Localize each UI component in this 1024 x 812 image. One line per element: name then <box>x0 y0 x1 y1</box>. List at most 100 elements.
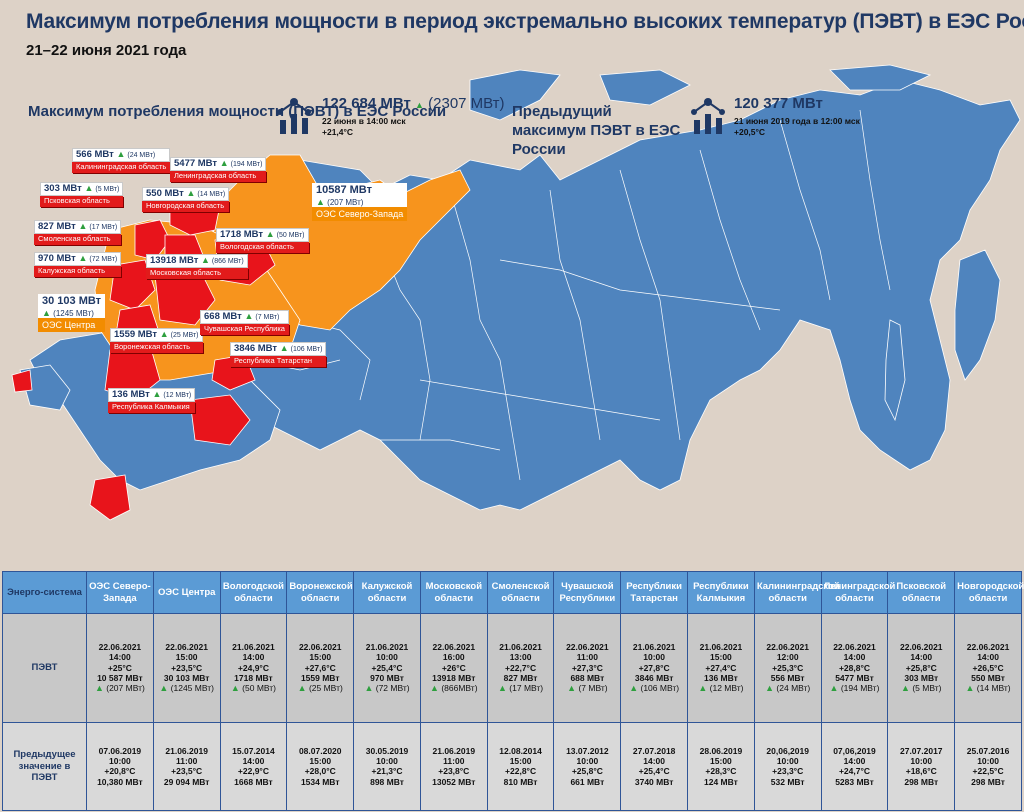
cell-increase-row: ▲ (866МВт) <box>423 683 485 694</box>
oes-name: ОЭС Северо-Запада <box>312 207 408 221</box>
current-max-temp: +21,4°C <box>322 127 354 138</box>
cell-time: 14:00 <box>843 756 866 767</box>
page-subtitle: 21–22 июня 2021 года <box>26 42 187 59</box>
cell-temp: +28,8°C <box>838 662 870 673</box>
table-column-header: Смоленской области <box>486 571 555 614</box>
cell-temp: +25,3°C <box>772 662 804 673</box>
novaya-zemlya <box>469 69 561 121</box>
map-label-tatarstan: 3846 МВт ▲ (106 МВт) Республика Татарстан <box>230 342 327 367</box>
region-value: 1718 МВт <box>220 229 264 240</box>
up-arrow-icon: ▲ <box>94 682 104 693</box>
region-increase: (5 МВт) <box>95 186 120 193</box>
up-arrow-icon: ▲ <box>965 682 975 693</box>
table-column-header: ОЭС Северо-Запада <box>86 571 154 614</box>
up-arrow-icon: ▲ <box>84 183 94 193</box>
up-arrow-icon: ▲ <box>430 682 439 693</box>
table-column-header: Московской области <box>419 571 488 614</box>
current-max-label: Максимум потребления мощности (ПЭВТ) в Е… <box>28 103 447 120</box>
cell-temp: +22,5°C <box>972 766 1004 777</box>
caucasus <box>19 364 71 411</box>
region-name: Ленинградская область <box>170 171 267 182</box>
region-boundaries <box>249 109 891 481</box>
cell-increase-row: ▲ (14 МВт) <box>957 683 1019 694</box>
cell-value: 124 МВт <box>704 776 738 787</box>
cell-date: 21.06.2021 <box>632 642 676 653</box>
cell-time: 14:00 <box>977 652 999 663</box>
cell-value: 556 МВт <box>770 672 805 683</box>
up-arrow-icon: ▲ <box>829 682 839 693</box>
oes-increase: (207 МВт) <box>327 198 364 207</box>
cell-temp: +25,8°C <box>905 662 937 673</box>
cell-date: 21.06.2019 <box>165 746 208 757</box>
cell-increase: (17 МВт) <box>509 682 544 693</box>
cell-value: 688 МВт <box>570 672 605 683</box>
cell-increase-row: ▲ (207 МВт) <box>89 683 151 694</box>
table-cell: 20,06,2019 10:00 +23,3°C 532 МВт <box>753 721 822 812</box>
cell-value: 5477 МВт <box>835 672 874 683</box>
cell-value: 10 587 МВт <box>97 672 143 683</box>
cell-date: 13.07.2012 <box>566 746 609 757</box>
up-arrow-icon: ▲ <box>219 158 229 168</box>
table-cell: 25.07.2016 10:00 +22,5°C 298 МВт <box>954 721 1022 812</box>
cell-temp: +22,7°C <box>505 662 537 673</box>
cell-time: 10:00 <box>643 652 666 663</box>
up-arrow-icon: ▲ <box>629 682 639 693</box>
up-arrow-icon: ▲ <box>42 308 51 318</box>
cell-value: 3740 МВт <box>634 776 674 787</box>
cell-temp: +26,5°C <box>972 662 1004 673</box>
current-max-datetime: 22 июня в 14:00 мск <box>322 116 406 126</box>
region-value: 970 МВт <box>38 253 76 264</box>
map-label-pskov: 303 МВт ▲ (5 МВт) Псковская область <box>40 182 124 207</box>
cell-date: 21.06.2021 <box>499 642 542 653</box>
cell-value: 1718 МВт <box>234 672 273 683</box>
cell-time: 10:00 <box>376 756 398 767</box>
cell-date: 22.06.2021 <box>766 642 809 653</box>
cell-temp: +27,8°C <box>638 662 670 673</box>
table-cell: 22.06.2021 14:00 +25°C 10 587 МВт ▲ (207 МВт… <box>86 613 154 723</box>
table-cell: 21.06.2021 10:00 +25,4°C 970 МВт ▲ (72 МВт) <box>353 613 421 723</box>
region-value: 668 МВт <box>204 311 242 322</box>
cell-date: 22.06.2021 <box>833 642 876 653</box>
cell-time: 13:00 <box>509 652 532 663</box>
cell-value: 298 МВт <box>904 776 939 787</box>
chukotka <box>829 64 932 91</box>
cell-date: 21.06.2021 <box>365 642 409 653</box>
region-name: Калининградская область <box>72 162 171 173</box>
region-value: 550 МВт <box>146 188 184 199</box>
map-label-chuvash: 668 МВт ▲ (7 МВт) Чувашская Республика <box>200 310 289 335</box>
cell-time: 14:00 <box>242 756 265 767</box>
cell-increase: (7 МВт) <box>578 682 608 693</box>
cell-date: 30.05.2019 <box>365 746 409 757</box>
region-increase: (24 МВт) <box>127 152 156 159</box>
region-value: 1559 МВт <box>114 329 158 340</box>
cell-date: 21.06.2021 <box>232 642 275 653</box>
previous-max-details: 21 июня 2019 года в 12:00 мск +20,5°C <box>734 116 860 139</box>
region-name: Московская область <box>146 268 248 279</box>
cell-date: 08.07.2020 <box>298 746 342 757</box>
up-arrow-icon: ▲ <box>297 682 307 693</box>
region-name: Республика Калмыкия <box>108 402 196 413</box>
map-label-oes-center: 30 103 МВт ▲ (1245 МВт) ОЭС Центра <box>38 294 106 332</box>
arctic-islands <box>599 69 691 106</box>
cell-value: 13052 МВт <box>432 776 476 787</box>
cell-value: 1559 МВт <box>300 672 340 683</box>
sakhalin <box>884 319 906 422</box>
previous-max-temp: +20,5°C <box>734 127 766 138</box>
cell-increase: (72 МВт) <box>375 682 410 693</box>
region-increase: (194 МВт) <box>230 161 263 168</box>
table-cell: 12.08.2014 15:00 +22,8°C 810 МВт <box>486 721 555 812</box>
up-arrow-icon: ▲ <box>201 255 210 265</box>
cell-value: 303 МВт <box>904 672 939 683</box>
region-value: 303 МВт <box>44 183 82 194</box>
cell-temp: +18,6°C <box>905 766 937 777</box>
cell-value: 298 МВт <box>971 776 1005 787</box>
region-name: Псковская область <box>40 196 124 207</box>
region-increase: (866 МВт) <box>211 258 244 265</box>
cell-date: 22.06.2021 <box>966 642 1010 653</box>
cell-increase: (194 МВт) <box>840 682 880 693</box>
table-cell: 08.07.2020 15:00 +28,0°C 1534 МВт <box>286 721 355 812</box>
cell-time: 15:00 <box>309 652 332 663</box>
region-value: 566 МВт <box>76 149 114 160</box>
cell-time: 15:00 <box>509 756 532 767</box>
previous-max-label: Предыдущий максимум ПЭВТ в ЕЭС России <box>512 103 681 158</box>
